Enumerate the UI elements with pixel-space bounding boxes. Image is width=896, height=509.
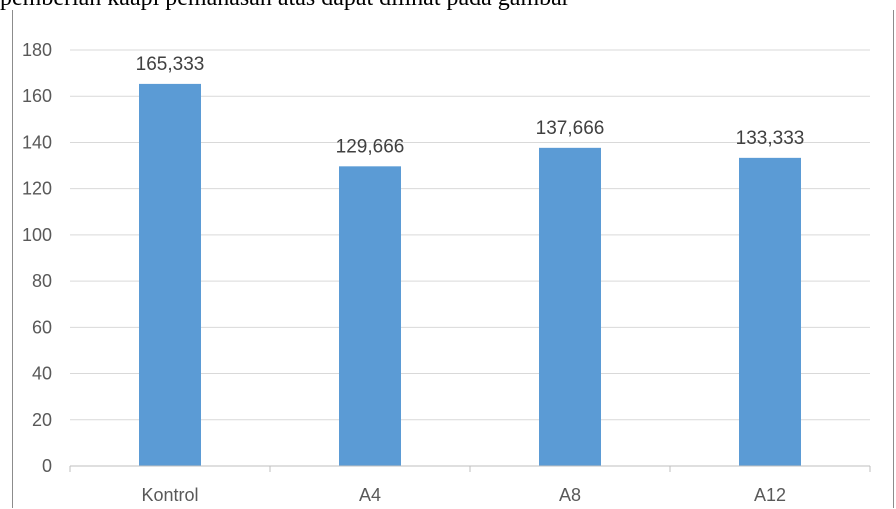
y-tick-label: 140	[22, 132, 52, 152]
data-label: 137,666	[536, 118, 605, 139]
labels: 0 20 40 60 80 100 120 140 160 180 165,333 Kontrol 12…	[22, 40, 804, 505]
y-tick-label: 60	[32, 317, 52, 337]
y-tick-label: 120	[22, 179, 52, 199]
bar	[339, 166, 401, 467]
y-tick-label: 0	[42, 456, 52, 476]
gridlines	[70, 49, 870, 421]
cropped-body-text: pemberian kaapi pemanasan atas dapat dil…	[0, 0, 896, 10]
x-tick-label: A12	[754, 485, 786, 505]
x-tick-label: Kontrol	[141, 485, 198, 505]
data-label: 133,333	[736, 128, 805, 149]
bars	[139, 83, 801, 467]
bar	[539, 147, 601, 467]
y-tick-label: 40	[32, 364, 52, 384]
bar	[139, 83, 201, 466]
x-tick-label: A4	[359, 485, 381, 505]
data-label: 129,666	[336, 136, 405, 157]
axes	[69, 465, 871, 472]
y-tick-label: 20	[32, 410, 52, 430]
y-tick-label: 80	[32, 271, 52, 291]
x-tick-label: A8	[559, 485, 581, 505]
y-tick-label: 160	[22, 86, 52, 106]
y-tick-label: 180	[22, 40, 52, 60]
data-label: 165,333	[136, 54, 205, 75]
y-tick-label: 100	[22, 225, 52, 245]
bar	[739, 157, 801, 467]
chart-frame	[12, 10, 894, 508]
